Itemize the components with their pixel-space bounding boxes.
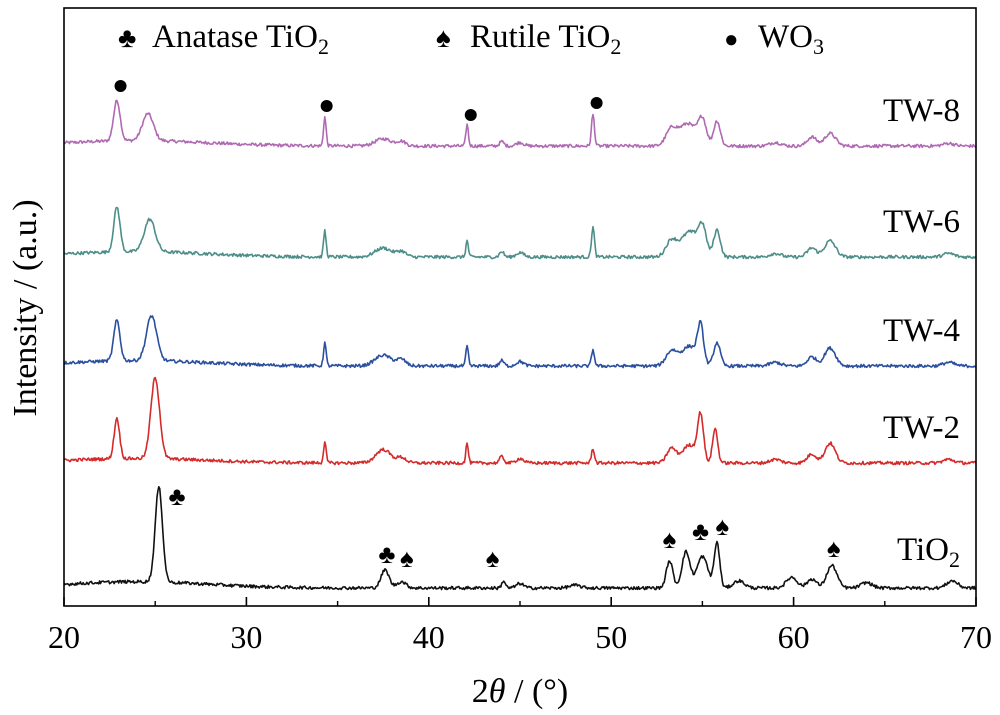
series-label: TW-6 <box>883 204 960 240</box>
legend-label: WO3 <box>758 19 824 59</box>
phase-marker: ♠ <box>716 512 730 541</box>
wo3-marker <box>114 80 127 92</box>
y-axis-label: Intensity / (a.u.) <box>7 199 44 416</box>
phase-marker: ♠ <box>400 544 414 573</box>
legend-symbol: ● <box>724 27 739 53</box>
legend-item: ♠ Rutile TiO2 <box>436 19 621 59</box>
x-tick-label: 60 <box>778 619 810 655</box>
series-label: TW-4 <box>883 313 960 349</box>
x-axis: 20 30 40 50 60 70 <box>48 597 992 655</box>
legend: ♣ Anatase TiO2 ♠ Rutile TiO2 ● WO3 <box>118 19 824 59</box>
legend-item: ♣ Anatase TiO2 <box>118 19 329 59</box>
legend-symbol: ♠ <box>436 23 451 54</box>
series-label: TW-2 <box>883 410 960 446</box>
x-tick-label: 30 <box>230 619 262 655</box>
x-tick-label: 20 <box>48 619 80 655</box>
series-line <box>63 315 977 369</box>
x-tick-label: 50 <box>595 619 627 655</box>
phase-marker: ♠ <box>827 534 841 563</box>
wo3-marker <box>464 109 477 121</box>
diffraction-curves <box>63 99 977 591</box>
wo3-marker <box>320 100 333 112</box>
phase-marker: ♣ <box>169 482 186 511</box>
peak-markers: ♣♣ ♠ ♠♠ ♣ ♠♠ <box>114 80 841 573</box>
wo3-marker <box>590 97 603 109</box>
plot-frame <box>63 7 977 607</box>
legend-label: Rutile TiO2 <box>470 19 621 59</box>
series-label: TiO2 <box>897 532 960 572</box>
phase-marker: ♣ <box>692 517 709 546</box>
legend-symbol: ♣ <box>118 23 136 54</box>
phase-marker: ♠ <box>663 525 677 554</box>
x-tick-label: 40 <box>413 619 445 655</box>
series-labels: TW-8 TW-6 TW-4 TW-2 TiO2 <box>883 93 960 572</box>
legend-label: Anatase TiO2 <box>152 19 329 59</box>
legend-item: ● WO3 <box>724 19 824 59</box>
phase-marker: ♠ <box>486 544 500 573</box>
series-line <box>63 99 977 149</box>
series-label: TW-8 <box>883 93 960 129</box>
series-line <box>63 376 977 466</box>
series-line <box>63 486 977 591</box>
x-axis-label: 2θ / (°) <box>472 673 568 710</box>
series-line <box>63 206 977 260</box>
phase-marker: ♣ <box>378 540 395 569</box>
x-tick-label: 70 <box>960 619 992 655</box>
